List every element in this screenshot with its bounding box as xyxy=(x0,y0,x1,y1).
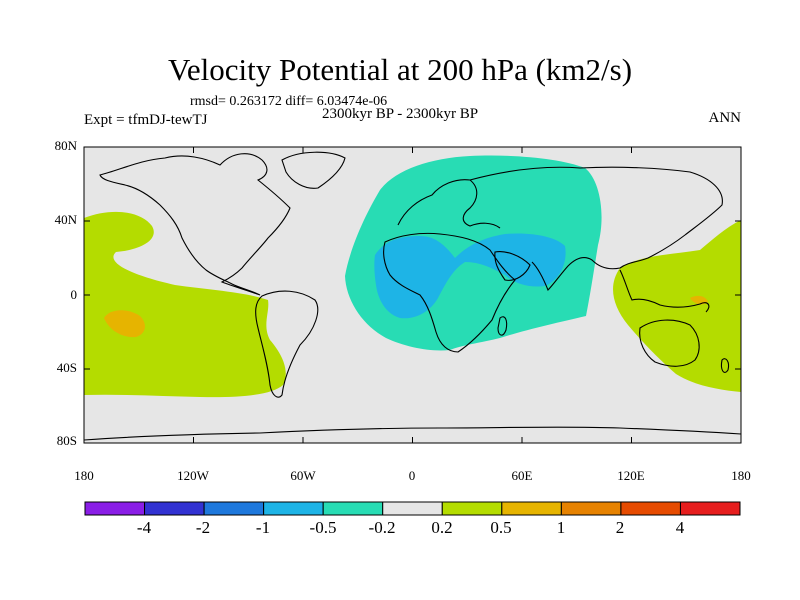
x-tick-label-180w: 180 xyxy=(74,468,94,483)
x-tick-label-60w: 60W xyxy=(290,468,316,483)
colorbar-label: 2 xyxy=(615,518,625,537)
axis-ticks xyxy=(83,146,742,444)
x-tick-label-120e: 120E xyxy=(617,468,645,483)
colorbar-label: -1 xyxy=(255,518,271,537)
colorbar-segment xyxy=(560,501,622,516)
y-tick-label-40n: 40N xyxy=(54,212,77,227)
africa-coast xyxy=(383,232,516,353)
colorbar-segment xyxy=(203,501,265,516)
asia-coast xyxy=(469,166,723,291)
new-zealand-coast xyxy=(720,358,730,373)
period-subtitle: 2300kyr BP - 2300kyr BP xyxy=(322,106,479,122)
colorbar-segment xyxy=(441,501,503,516)
colorbar-segment xyxy=(263,501,324,516)
south-america-coast xyxy=(255,290,319,398)
colorbar-segment xyxy=(382,501,443,516)
colorbar-segment xyxy=(144,501,205,516)
colorbar-label: -0.2 xyxy=(368,518,396,537)
y-tick-label-80n: 80N xyxy=(54,138,77,153)
x-tick-label-60e: 60E xyxy=(511,468,533,483)
y-tick-label-40s: 40S xyxy=(56,360,77,375)
coastlines xyxy=(84,151,741,441)
eastern-pacific-positive-anomaly xyxy=(84,211,286,398)
colorbar-label: -2 xyxy=(195,518,211,537)
stats-subtitle: rmsd= 0.263172 diff= 6.03474e-06 xyxy=(190,94,388,109)
colorbar-segment xyxy=(84,501,146,516)
colorbar-segment xyxy=(501,501,562,516)
colorbar xyxy=(84,501,741,516)
southeast-asia-coast xyxy=(619,269,710,313)
colorbar-label: 4 xyxy=(675,518,685,537)
x-tick-label-0: 0 xyxy=(408,468,416,483)
western-pacific-positive-anomaly xyxy=(613,220,741,392)
colorbar-segment xyxy=(679,501,741,516)
australia-coast xyxy=(639,319,700,367)
colorbar-label: 1 xyxy=(556,518,566,537)
y-tick-label-eq: 0 xyxy=(70,287,78,302)
colorbar-label: -0.5 xyxy=(309,518,337,537)
y-tick-label-80s: 80S xyxy=(56,433,77,448)
experiment-label: Expt = tfmDJ-tewTJ xyxy=(84,112,208,128)
antarctica-coast xyxy=(84,426,741,441)
colorbar-label: -4 xyxy=(136,518,152,537)
colorbar-label: 0.2 xyxy=(431,518,453,537)
eastern-pacific-moderate-anomaly xyxy=(104,310,145,338)
colorbar-label: 0.5 xyxy=(490,518,512,537)
greenland-coast xyxy=(281,151,346,189)
europe-coast xyxy=(397,179,501,229)
plot-title: Velocity Potential at 200 hPa (km2/s) xyxy=(167,52,633,87)
map-plot-area xyxy=(84,147,741,443)
north-america-coast xyxy=(99,153,291,296)
x-tick-label-120w: 120W xyxy=(177,468,209,483)
colorbar-segment xyxy=(322,501,384,516)
season-label: ANN xyxy=(708,110,742,126)
x-tick-label-180e: 180 xyxy=(731,468,751,483)
colorbar-segment xyxy=(620,501,681,516)
arabia-coast xyxy=(494,251,531,281)
madagascar-coast xyxy=(497,316,508,336)
